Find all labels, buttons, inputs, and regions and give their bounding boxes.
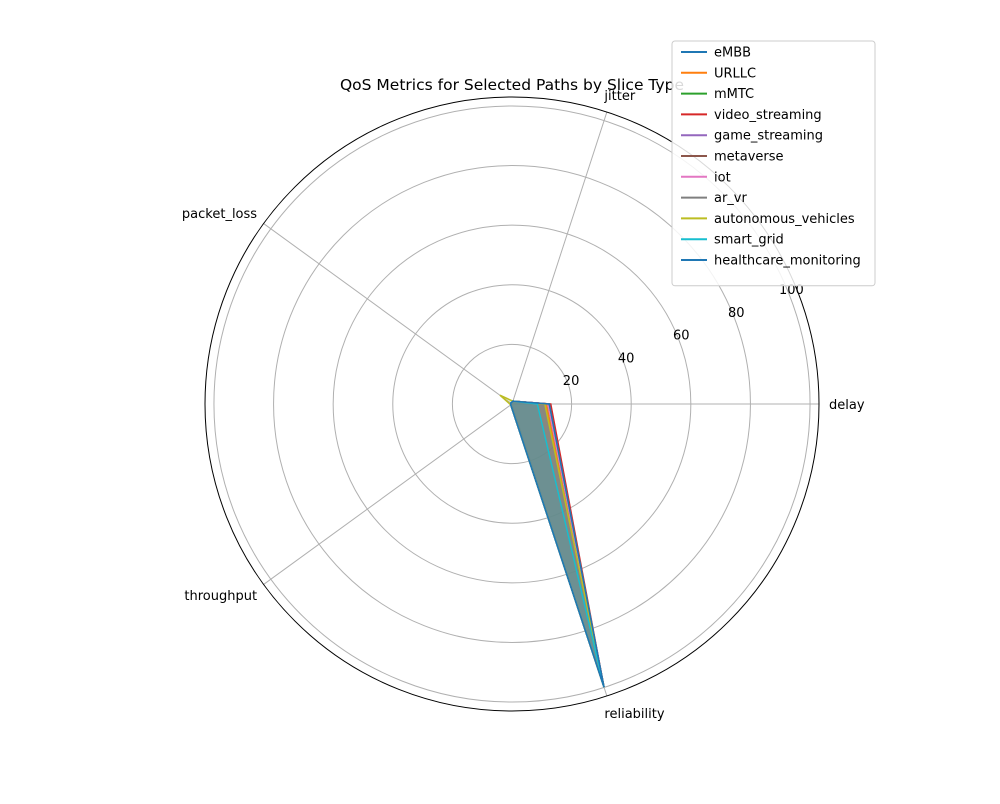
chart-title: QoS Metrics for Selected Paths by Slice … — [340, 76, 684, 94]
axis-label-reliability: reliability — [604, 707, 664, 722]
legend-label-eMBB: eMBB — [714, 46, 751, 61]
legend-label-iot: iot — [714, 170, 731, 185]
legend-label-video_streaming: video_streaming — [714, 108, 822, 123]
legend-label-smart_grid: smart_grid — [714, 233, 784, 248]
legend-label-healthcare_monitoring: healthcare_monitoring — [714, 254, 861, 269]
r-tick-label: 100 — [779, 283, 804, 298]
spoke-throughput — [263, 403, 513, 585]
legend-label-ar_vr: ar_vr — [714, 191, 748, 206]
axis-label-packet_loss: packet_loss — [182, 207, 257, 222]
axis-label-delay: delay — [829, 398, 865, 413]
polar-frame — [204, 96, 820, 712]
r-tick-label: 40 — [618, 351, 635, 366]
legend-box — [671, 40, 876, 287]
legend-label-mMTC: mMTC — [714, 87, 754, 102]
r-tick-label: 60 — [673, 329, 690, 344]
series-line-healthcare_monitoring — [510, 400, 605, 688]
r-tick-label: 80 — [728, 306, 745, 321]
legend-label-metaverse: metaverse — [714, 150, 784, 165]
series-fill-autonomous_vehicles — [499, 395, 605, 688]
legend-label-autonomous_vehicles: autonomous_vehicles — [714, 212, 855, 227]
axis-label-jitter: jitter — [603, 89, 635, 104]
legend-label-game_streaming: game_streaming — [714, 129, 823, 144]
axis-label-throughput: throughput — [184, 589, 257, 604]
r-tick-label: 20 — [563, 374, 580, 389]
spoke-packet_loss — [263, 223, 513, 405]
legend-label-URLLC: URLLC — [714, 66, 756, 81]
spoke-jitter — [511, 111, 608, 405]
